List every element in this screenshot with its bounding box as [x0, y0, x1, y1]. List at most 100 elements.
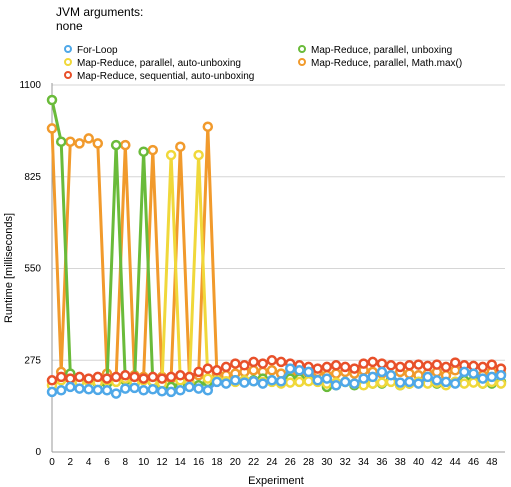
series-4 [46, 355, 507, 386]
data-point [92, 138, 104, 149]
data-point [55, 136, 67, 147]
data-point [74, 371, 85, 383]
data-point [385, 370, 397, 381]
data-point [175, 141, 186, 152]
legend-marker [64, 45, 72, 53]
data-point [349, 363, 360, 374]
data-point [358, 358, 369, 369]
legend-marker [298, 45, 306, 53]
data-point [312, 375, 323, 386]
data-point [367, 371, 378, 383]
x-axis-label: Experiment [248, 475, 304, 487]
data-point [440, 376, 452, 388]
data-point [284, 363, 296, 374]
data-point [257, 378, 269, 389]
data-point [275, 356, 287, 368]
data-point [284, 377, 296, 388]
x-tick-label: 0 [49, 457, 55, 468]
x-tick-label: 42 [431, 457, 443, 468]
x-tick-label: 16 [193, 457, 205, 468]
data-point [294, 365, 305, 376]
x-tick-label: 24 [266, 457, 278, 468]
data-point [129, 371, 140, 383]
legend-label: Map-Reduce, sequential, auto-unboxing [77, 71, 254, 82]
data-point [193, 366, 204, 378]
data-point [101, 373, 113, 384]
data-point [431, 359, 443, 370]
data-point [120, 370, 131, 381]
data-point [477, 361, 488, 373]
data-point [55, 371, 67, 383]
data-point [266, 355, 278, 366]
data-point [394, 377, 406, 388]
data-point [257, 358, 269, 369]
data-point [120, 383, 131, 394]
jvm-arguments-label: JVM arguments: [56, 5, 144, 19]
x-tick-label: 22 [248, 457, 260, 468]
legend-item: Map-Reduce, sequential, auto-unboxing [64, 71, 254, 82]
x-tick-label: 46 [468, 457, 480, 468]
data-point [129, 382, 140, 394]
x-tick-label: 30 [321, 457, 333, 468]
data-point [422, 360, 433, 372]
data-point [83, 384, 94, 395]
data-point [193, 383, 204, 394]
data-point [138, 385, 149, 396]
x-tick-label: 40 [413, 457, 425, 468]
data-point [413, 359, 424, 370]
data-point [330, 380, 342, 391]
legend-label: Map-Reduce, parallel, unboxing [311, 45, 452, 56]
data-point [339, 376, 351, 388]
x-tick-label: 36 [376, 457, 388, 468]
data-point [330, 360, 342, 371]
data-point [55, 385, 67, 396]
data-point [495, 370, 507, 381]
y-tick-label: 825 [24, 172, 41, 183]
data-point [440, 361, 452, 373]
x-tick-label: 14 [175, 457, 187, 468]
data-point [46, 123, 58, 134]
data-point [486, 359, 498, 370]
x-tick-label: 4 [86, 457, 92, 468]
jvm-arguments-value: none [56, 19, 83, 33]
data-point [376, 366, 388, 378]
legend-marker [298, 58, 306, 66]
data-point [394, 361, 406, 373]
data-point [175, 370, 186, 381]
data-point [468, 368, 479, 379]
x-tick-label: 20 [230, 457, 242, 468]
x-tick-label: 12 [156, 457, 168, 468]
data-point [422, 371, 433, 383]
data-point [110, 371, 122, 383]
data-point [74, 383, 85, 394]
data-point [156, 386, 168, 397]
x-tick-label: 32 [340, 457, 352, 468]
legend-label: Map-Reduce, parallel, auto-unboxing [77, 58, 241, 69]
data-point [202, 373, 214, 384]
data-point [202, 121, 214, 132]
data-point [184, 371, 195, 383]
data-point [303, 366, 314, 378]
data-point [294, 376, 305, 388]
y-tick-label: 1100 [19, 80, 41, 91]
data-point [312, 363, 323, 374]
data-point [495, 378, 507, 389]
data-point [101, 385, 113, 396]
y-axis-label: Runtime [milliseconds] [3, 213, 15, 323]
legend-item: For-Loop [64, 45, 118, 56]
x-tick-label: 34 [358, 457, 370, 468]
data-point [248, 376, 259, 387]
data-point [110, 139, 122, 151]
data-point [239, 377, 250, 388]
y-tick-label: 0 [35, 447, 41, 458]
data-point [46, 94, 58, 106]
legend-item: Map-Reduce, parallel, Math.max() [298, 58, 462, 69]
data-point [321, 361, 333, 373]
data-point [147, 371, 159, 383]
data-point [46, 386, 58, 398]
x-tick-label: 10 [138, 457, 150, 468]
data-point [248, 356, 259, 368]
data-point [321, 373, 333, 384]
x-tick-label: 2 [68, 457, 74, 468]
